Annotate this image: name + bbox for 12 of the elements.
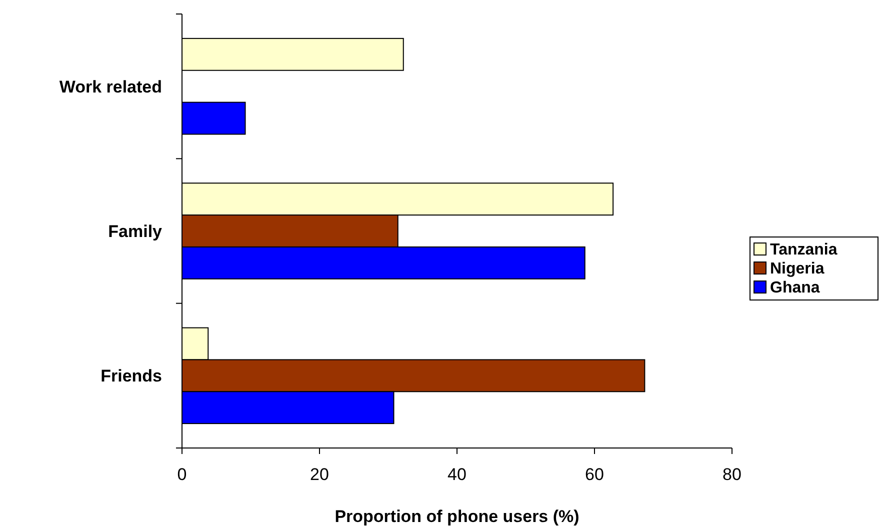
x-tick-label: 20 bbox=[310, 465, 329, 484]
y-tick-label: Family bbox=[108, 222, 163, 241]
y-tick-label: Work related bbox=[59, 77, 162, 96]
y-tick-label: Friends bbox=[100, 366, 162, 386]
legend-label: Ghana bbox=[770, 280, 820, 297]
legend-label: Tanzania bbox=[770, 242, 838, 259]
legend-label: Nigeria bbox=[770, 260, 824, 278]
x-tick-label: 80 bbox=[722, 465, 742, 484]
x-tick-label: 40 bbox=[448, 465, 466, 484]
x-tick-label: 0 bbox=[177, 465, 187, 484]
x-axis-title: Proportion of phone users (%) bbox=[334, 507, 580, 526]
x-tick-label: 60 bbox=[585, 465, 604, 484]
